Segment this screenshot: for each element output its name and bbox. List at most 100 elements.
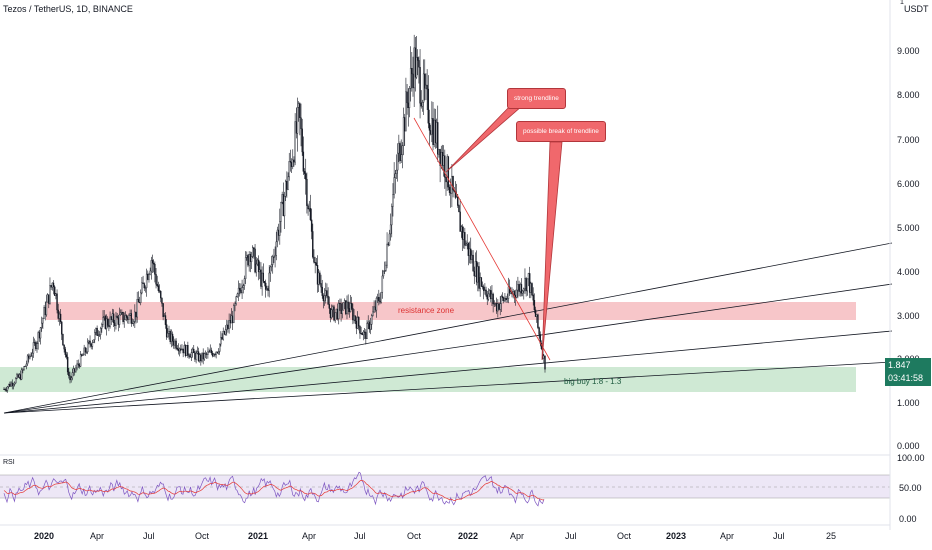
candle-body [13, 382, 16, 385]
candle-body [523, 288, 525, 292]
candle-body [491, 293, 493, 300]
rsi-ma-line [3, 480, 544, 501]
candle-body [363, 331, 366, 333]
candle-body [314, 262, 316, 264]
candle-body [379, 300, 381, 303]
candle-body [432, 118, 434, 145]
candle-body [136, 299, 138, 318]
candle-body [184, 345, 187, 357]
candle-body [101, 324, 103, 329]
candle-body [256, 259, 259, 265]
candle-body [150, 260, 153, 272]
candle-body [317, 272, 320, 285]
candle-body [495, 303, 498, 312]
candle-body [434, 119, 437, 144]
candle-body [462, 232, 465, 240]
callout-strong-trendline[interactable]: strong trendline [507, 88, 566, 109]
candle-body [156, 283, 158, 286]
candle-body [472, 254, 474, 272]
candle-body [241, 287, 243, 293]
candle-body [6, 386, 9, 391]
candle-body [138, 302, 141, 304]
rsi-tick: 0.00 [899, 514, 917, 524]
candle-body [493, 303, 496, 305]
candle-body [262, 272, 265, 282]
candle-body [328, 304, 331, 309]
candle-body [42, 318, 44, 324]
candle-body [478, 266, 480, 289]
candle-body [518, 284, 520, 292]
candle-body [253, 247, 255, 250]
fan-line-2 [3, 283, 893, 414]
candle-body [398, 143, 400, 154]
candle-body [405, 91, 407, 132]
candle-body [412, 73, 414, 89]
candle-body [450, 192, 452, 194]
candle-body [274, 255, 276, 258]
candle-body [513, 291, 516, 296]
candle-body [69, 375, 71, 381]
candle-body [255, 263, 257, 273]
bar-countdown: 03:41:58 [888, 373, 924, 383]
candle-body [220, 337, 222, 345]
candle-body [445, 177, 447, 183]
candle-body [213, 354, 215, 357]
rsi-tick: 50.00 [899, 483, 922, 493]
candle-body [152, 262, 155, 265]
candle-body [422, 73, 425, 103]
candle-body [230, 315, 233, 324]
candle-body [500, 296, 503, 304]
candle-body [392, 194, 394, 207]
buy-zone-label: big buy 1.8 - 1.3 [564, 377, 622, 386]
candle-body [501, 296, 504, 299]
candle-body [19, 374, 22, 380]
candle-body [163, 315, 165, 317]
candle-body [378, 297, 380, 302]
candle-body [468, 248, 471, 256]
candle-body [228, 320, 230, 329]
candle-body [91, 342, 94, 347]
candle-body [528, 273, 531, 293]
rsi-tick: 100.00 [897, 453, 925, 463]
candle-body [343, 300, 346, 303]
candle-body [365, 332, 367, 339]
candle-body [53, 286, 56, 296]
candle-body [295, 121, 298, 134]
rsi-indicator-label: RSI [3, 459, 15, 466]
candle-body [71, 372, 74, 379]
candle-body [162, 303, 164, 317]
candle-body [135, 311, 137, 318]
candle-body [361, 333, 364, 336]
candle-body [537, 314, 539, 328]
candle-body [526, 278, 529, 292]
candle-body [257, 259, 260, 273]
candle-body [254, 248, 256, 273]
candle-body [521, 290, 524, 294]
candle-body [411, 68, 413, 75]
candle-body [471, 254, 473, 260]
candle-body [248, 254, 250, 266]
currency-text: USDT [904, 4, 929, 14]
candle-body [470, 248, 472, 260]
candle-body [185, 345, 188, 357]
candle-body [484, 289, 486, 292]
candle-body [196, 351, 198, 354]
candle-body [366, 323, 368, 339]
candle-body [533, 300, 536, 311]
candle-body [164, 315, 167, 325]
candle-body [130, 313, 132, 324]
candle-body [41, 322, 43, 328]
currency-superscript: 1 [900, 0, 904, 6]
candle-body [406, 91, 408, 104]
candle-body [272, 256, 274, 265]
candle-body [222, 331, 224, 340]
candle-body [63, 344, 65, 350]
candle-body [516, 289, 518, 298]
candle-body [442, 155, 445, 166]
callout-break-trendline[interactable]: possible break of trendline [516, 121, 606, 142]
candle-body [74, 368, 76, 372]
candle-body [477, 266, 479, 283]
candle-body [187, 345, 189, 355]
candle-body [167, 333, 169, 338]
